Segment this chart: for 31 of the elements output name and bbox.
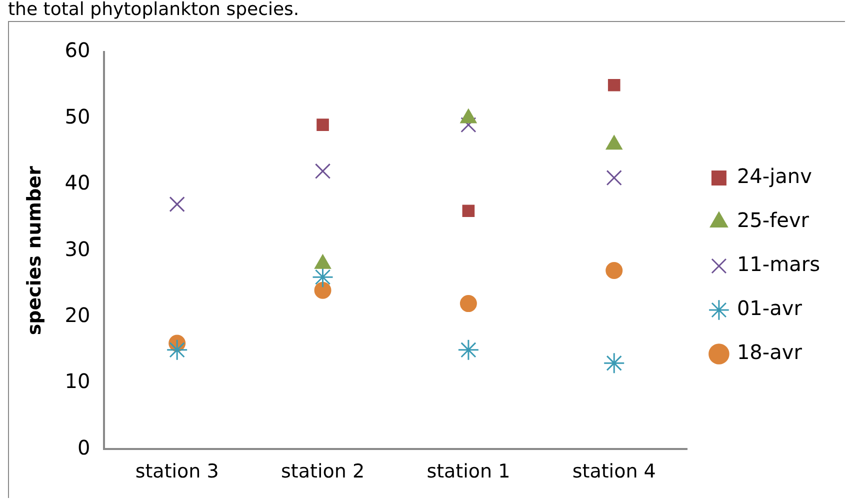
y-tick-label: 10 [64,369,90,394]
point [460,117,476,133]
legend-label: 24-janv [736,164,812,188]
y-tick-label: 50 [64,104,90,128]
y-tick-label: 40 [64,170,90,195]
point [460,295,477,312]
point [314,282,332,299]
y-tick-label: 0 [78,435,90,460]
y-tick-label: 60 [64,38,90,62]
point [166,339,188,361]
legend-label: 01-avr [736,296,803,320]
point [608,78,620,92]
point [169,196,185,212]
point [314,163,331,179]
point [316,118,329,131]
point [603,352,625,374]
x-tick-label: station 2 [281,460,365,483]
legend-label: 18-avr [736,340,803,364]
x-tick-label: station 4 [572,460,656,483]
x-tick-label: station 3 [135,460,219,483]
y-tick-label: 20 [64,303,90,328]
point [462,204,475,218]
text: the total phytoplankton species. [8,0,300,20]
y-tick-label: 30 [64,236,90,261]
legend-label: 25-fevr [736,208,810,232]
legend-label: 11-mars [736,252,820,276]
point [606,170,622,186]
y-axis-title: species number [23,165,46,336]
point [606,262,623,279]
x-tick-label: station 1 [426,460,510,483]
point [458,339,480,361]
